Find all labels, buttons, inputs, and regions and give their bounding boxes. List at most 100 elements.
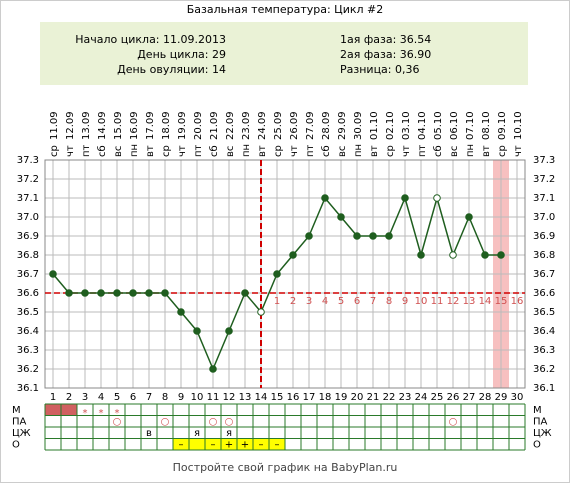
date-label: 18.09 <box>161 111 172 140</box>
y-tick-label: 36.9 <box>533 231 555 242</box>
x-tick-label: 17 <box>303 392 316 403</box>
x-tick-label: 12 <box>223 392 236 403</box>
row-label: О <box>533 439 541 450</box>
x-tick-label: 13 <box>239 392 252 403</box>
weekday-label: вт <box>481 145 492 157</box>
date-label: 24.09 <box>257 111 268 140</box>
weekday-label: чт <box>289 145 300 157</box>
date-label: 19.09 <box>177 111 188 140</box>
x-tick-label: 16 <box>287 392 300 403</box>
date-label: 06.10 <box>449 111 460 140</box>
row-cell: ○ <box>209 416 218 427</box>
weekday-label: ср <box>49 145 60 157</box>
info: День овуляции: 14 <box>117 63 226 76</box>
x-tick-label: 21 <box>367 392 380 403</box>
y-tick-label: 36.5 <box>17 307 39 318</box>
row-cell: * <box>115 408 120 419</box>
x-tick-label: 1 <box>50 392 56 403</box>
y-tick-label: 37.0 <box>533 212 555 223</box>
date-label: 07.10 <box>465 111 476 140</box>
weekday-label: пт <box>193 144 204 157</box>
row-fill <box>237 438 253 450</box>
row-cell: – <box>211 439 216 450</box>
weekday-label: вт <box>145 145 156 157</box>
temperature-point <box>273 270 281 278</box>
phase-day-label: 14 <box>479 296 492 307</box>
temperature-point <box>449 251 457 259</box>
date-label: 30.09 <box>353 111 364 140</box>
temperature-point <box>97 289 105 297</box>
x-tick-label: 6 <box>130 392 136 403</box>
date-label: 02.10 <box>385 111 396 140</box>
temperature-point <box>417 251 425 259</box>
temperature-point <box>177 308 185 316</box>
date-label: 17.09 <box>145 111 156 140</box>
y-tick-label: 36.5 <box>533 307 555 318</box>
info: 1ая фаза: 36.54 <box>340 33 431 46</box>
plot-frame <box>44 159 526 389</box>
temperature-point <box>481 251 489 259</box>
temperature-point <box>49 270 57 278</box>
date-label: 10.10 <box>513 111 524 140</box>
y-tick-label: 36.9 <box>17 231 39 242</box>
row-fill <box>205 438 221 450</box>
y-tick-label: 37.1 <box>17 193 39 204</box>
weekday-label: сб <box>209 145 220 157</box>
phase-day-label: 4 <box>322 296 328 307</box>
weekday-label: ср <box>273 145 284 157</box>
y-tick-label: 36.6 <box>533 288 555 299</box>
temperature-point <box>369 232 377 240</box>
x-tick-label: 22 <box>383 392 396 403</box>
phase-day-label: 15 <box>495 296 508 307</box>
date-label: 11.09 <box>49 111 60 140</box>
date-label: 21.09 <box>209 111 220 140</box>
row-label: ПА <box>12 416 27 427</box>
temperature-point <box>209 365 217 373</box>
row-fill <box>269 438 285 450</box>
y-tick-label: 36.3 <box>17 345 39 356</box>
row-cell: – <box>179 439 184 450</box>
temperature-point <box>497 251 505 259</box>
row-cell: ○ <box>113 416 122 427</box>
temperature-point <box>433 194 441 202</box>
row-cell: я <box>194 428 200 439</box>
y-tick-label: 37.1 <box>533 193 555 204</box>
row-cell: – <box>275 439 280 450</box>
phase-day-label: 11 <box>431 296 444 307</box>
temperature-point <box>65 289 73 297</box>
y-tick-label: 36.6 <box>17 288 39 299</box>
y-tick-label: 36.7 <box>17 269 39 280</box>
date-label: 26.09 <box>289 111 300 140</box>
weekday-label: пт <box>81 144 92 157</box>
x-tick-label: 25 <box>431 392 444 403</box>
weekday-label: вс <box>113 146 124 157</box>
date-label: 29.09 <box>337 111 348 140</box>
x-tick-label: 26 <box>447 392 460 403</box>
weekday-label: сб <box>321 145 332 157</box>
phase-day-label: 1 <box>274 296 280 307</box>
row-fill <box>45 404 61 416</box>
phase-day-label: 10 <box>415 296 428 307</box>
row-fill <box>61 404 77 416</box>
x-tick-label: 11 <box>207 392 220 403</box>
weekday-label: пт <box>417 144 428 157</box>
temperature-point <box>257 308 265 316</box>
row-cell: ○ <box>161 416 170 427</box>
weekday-label: пн <box>129 144 140 157</box>
x-tick-label: 4 <box>98 392 104 403</box>
weekday-label: вт <box>369 145 380 157</box>
phase-day-label: 8 <box>386 296 392 307</box>
y-tick-label: 36.3 <box>533 345 555 356</box>
weekday-label: пн <box>465 144 476 157</box>
temperature-point <box>161 289 169 297</box>
row-fill <box>221 438 237 450</box>
temperature-point <box>81 289 89 297</box>
row-cell: * <box>99 408 104 419</box>
date-label: 27.09 <box>305 111 316 140</box>
date-label: 12.09 <box>65 111 76 140</box>
temperature-point <box>321 194 329 202</box>
row-label: ЦЖ <box>12 428 31 439</box>
x-tick-label: 28 <box>479 392 492 403</box>
weekday-label: пт <box>305 144 316 157</box>
date-label: 16.09 <box>129 111 140 140</box>
